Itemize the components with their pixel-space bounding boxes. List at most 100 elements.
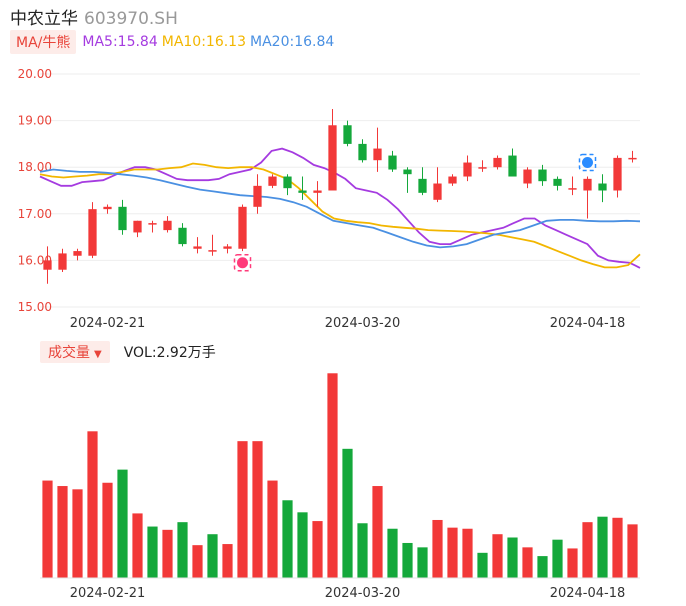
candle [328, 108, 337, 191]
candle [343, 120, 352, 147]
volume-bar [357, 523, 368, 578]
volume-bar [237, 441, 248, 578]
candle-body [208, 250, 217, 252]
ma5-line [39, 147, 641, 269]
candle-body [283, 176, 292, 189]
volume-value: VOL:2.92万手 [123, 345, 216, 361]
ma-indicator-tab[interactable]: MA/牛熊 [10, 30, 77, 54]
candle [418, 167, 427, 196]
candle [118, 199, 127, 235]
price-x-axis: 2024-02-21 2024-03-20 2024-04-18 [70, 316, 626, 331]
candle [583, 176, 592, 219]
candle [373, 127, 382, 172]
candle-body [403, 169, 412, 175]
volume-bar [432, 519, 443, 578]
volume-bar [57, 486, 68, 578]
candle [223, 244, 232, 254]
volume-bar [462, 528, 473, 578]
candle [208, 234, 217, 256]
candle [103, 204, 112, 214]
candle-body [628, 157, 637, 160]
candle-body [508, 155, 517, 177]
x-tick-label: 2024-03-20 [325, 586, 401, 601]
candle-body [253, 185, 262, 207]
caret-down-icon: ▼ [94, 349, 102, 360]
volume-bar [267, 480, 278, 578]
volume-bar [102, 482, 113, 578]
candle [478, 160, 487, 172]
y-tick-label: 19.00 [18, 114, 52, 128]
signal-badges [233, 153, 597, 272]
moving-average-lines [39, 147, 641, 269]
bull-signal-icon [233, 253, 252, 272]
stock-name: 中农立华 [10, 9, 78, 29]
y-tick-label: 18.00 [18, 160, 52, 174]
candle-body [358, 143, 367, 161]
candle-body [433, 183, 442, 200]
volume-bar [387, 528, 398, 578]
candle [253, 174, 262, 214]
candle [553, 176, 562, 191]
volume-bar [312, 521, 323, 578]
candle [298, 176, 307, 200]
volume-bar [87, 431, 98, 578]
volume-bar [117, 469, 128, 578]
candle [508, 148, 517, 177]
candle [403, 167, 412, 193]
candle [448, 174, 457, 186]
candle [568, 176, 577, 196]
candle-body [193, 246, 202, 249]
candle-body [238, 206, 247, 249]
volume-bar [252, 441, 263, 578]
candle-body [448, 176, 457, 184]
ma10-line [39, 162, 641, 269]
volume-bar [447, 527, 458, 578]
y-tick-label: 15.00 [18, 300, 52, 314]
volume-bar [372, 486, 383, 578]
candle [58, 248, 67, 273]
candle-body [313, 190, 322, 193]
x-tick-label: 2024-04-18 [550, 316, 626, 331]
candle-body [88, 209, 97, 256]
ma20-legend: MA20:16.84 [250, 34, 335, 50]
volume-x-axis: 2024-02-21 2024-03-20 2024-04-18 [70, 586, 626, 601]
volume-bar [612, 517, 623, 578]
volume-bar [522, 547, 533, 578]
volume-bar [567, 548, 578, 578]
candle-body [178, 227, 187, 245]
volume-bar [327, 373, 338, 578]
candle-body [523, 169, 532, 184]
volume-bar [42, 480, 53, 578]
volume-bar [477, 552, 488, 578]
volume-bar [147, 526, 158, 578]
volume-bar [582, 522, 593, 578]
candle-body [388, 155, 397, 170]
candle [493, 155, 502, 170]
stock-title: 中农立华 603970.SH [10, 4, 178, 29]
candle [148, 220, 157, 233]
x-tick-label: 2024-02-21 [70, 316, 146, 331]
candle-body [568, 188, 577, 190]
volume-bar [417, 547, 428, 578]
volume-bar [282, 500, 293, 578]
volume-indicator-tab[interactable]: 成交量 ▼ [40, 341, 110, 363]
candle [73, 248, 82, 261]
volume-bar [597, 516, 608, 578]
volume-bar [342, 448, 353, 578]
candle-body [538, 169, 547, 182]
badge-dot [237, 257, 248, 269]
candle [523, 167, 532, 189]
price-grid [40, 73, 640, 308]
candle-body [103, 206, 112, 210]
candle-body [343, 125, 352, 144]
candle [313, 181, 322, 207]
candle-body [133, 220, 142, 233]
candle-body [163, 220, 172, 231]
candle-body [43, 260, 52, 270]
candle [43, 246, 52, 284]
ma5-legend: MA5:15.84 [82, 34, 158, 50]
candle-body [493, 157, 502, 168]
candle [133, 220, 142, 238]
volume-legend: 成交量 ▼ VOL:2.92万手 [40, 341, 216, 363]
candle-body [373, 148, 382, 161]
